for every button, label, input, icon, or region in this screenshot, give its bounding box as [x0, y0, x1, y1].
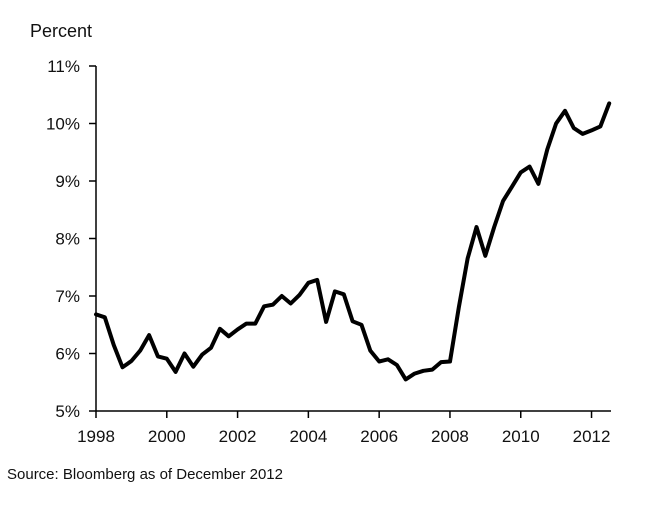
y-axis-title: Percent — [30, 21, 92, 41]
y-tick-label: 9% — [55, 172, 80, 191]
x-tick-label: 2002 — [219, 427, 257, 446]
x-tick-label: 2004 — [289, 427, 327, 446]
y-axis: 5% 6% 7% 8% 9% 10% 11% — [46, 57, 97, 421]
x-axis: 1998 2000 2002 2004 2006 2008 2010 2012 — [77, 410, 611, 446]
y-tick-label: 6% — [55, 345, 80, 364]
y-tick-label: 7% — [55, 287, 80, 306]
x-tick-label: 2008 — [431, 427, 469, 446]
source-note: Source: Bloomberg as of December 2012 — [7, 466, 283, 483]
y-tick-label: 10% — [46, 115, 80, 134]
x-tick-label: 2000 — [148, 427, 186, 446]
series-line — [94, 101, 612, 382]
x-tick-label: 1998 — [77, 427, 115, 446]
x-tick-label: 2006 — [360, 427, 398, 446]
y-tick-label: 5% — [55, 402, 80, 421]
y-tick-label: 8% — [55, 230, 80, 249]
y-tick-label: 11% — [47, 57, 80, 76]
x-tick-label: 2010 — [502, 427, 540, 446]
x-tick-label: 2012 — [573, 427, 611, 446]
